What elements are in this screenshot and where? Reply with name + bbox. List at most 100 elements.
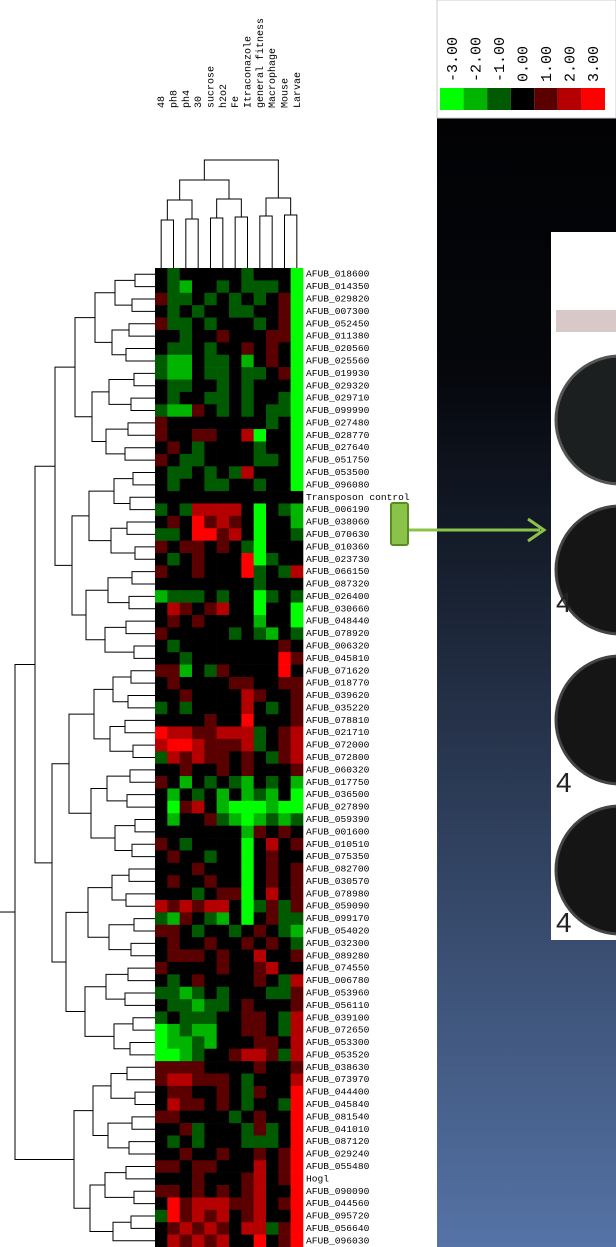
heatmap-cell (291, 318, 304, 331)
heatmap-cell (254, 603, 267, 616)
heatmap-cell (278, 479, 291, 492)
heatmap-cell (241, 1160, 254, 1173)
row-label: AFUB_036500 (306, 789, 370, 800)
row-label: AFUB_007300 (306, 306, 370, 317)
heatmap-cell (241, 1111, 254, 1124)
heatmap-cell (254, 900, 267, 913)
heatmap-cell (254, 565, 267, 578)
heatmap-cell (278, 838, 291, 851)
row-label: AFUB_001600 (306, 826, 370, 837)
heatmap-cell (241, 355, 254, 368)
heatmap-cell (155, 801, 168, 814)
heatmap-cell (266, 268, 279, 281)
column-label: Mouse (281, 78, 292, 108)
heatmap-cell (192, 888, 205, 901)
heatmap-cell (278, 1086, 291, 1099)
heatmap-cell (155, 863, 168, 876)
heatmap-cell (291, 751, 304, 764)
heatmap-cell (167, 355, 180, 368)
heatmap-cell (217, 441, 230, 454)
heatmap-cell (229, 714, 242, 727)
heatmap-cell (204, 342, 217, 355)
heatmap-cell (167, 962, 180, 975)
heatmap-cell (217, 293, 230, 306)
heatmap-cell (217, 1148, 230, 1161)
heatmap-cell (217, 392, 230, 405)
heatmap-cell (254, 441, 267, 454)
dendrogram-branch (135, 274, 155, 286)
row-label: AFUB_006780 (306, 975, 370, 986)
row-label: AFUB_048440 (306, 616, 370, 627)
heatmap-cell (291, 925, 304, 938)
row-label: AFUB_038060 (306, 517, 370, 528)
dendrogram-branch (217, 199, 242, 218)
row-label: AFUB_029820 (306, 294, 370, 305)
row-label: AFUB_074550 (306, 963, 370, 974)
heatmap-cell (217, 615, 230, 628)
heatmap-cell (241, 962, 254, 975)
heatmap-cell (204, 640, 217, 653)
heatmap-cell (266, 801, 279, 814)
heatmap-cell (155, 665, 168, 678)
heatmap-cell (278, 503, 291, 516)
heatmap-cell (229, 751, 242, 764)
heatmap-cell (180, 702, 193, 715)
heatmap-cell (217, 479, 230, 492)
heatmap-cell (217, 380, 230, 393)
heatmap-cell (278, 987, 291, 1000)
heatmap-cell (291, 838, 304, 851)
heatmap-cell (180, 739, 193, 752)
heatmap-cell (192, 702, 205, 715)
heatmap-cell (180, 466, 193, 479)
heatmap-cell (167, 590, 180, 603)
heatmap-cell (180, 342, 193, 355)
heatmap-cell (204, 627, 217, 640)
heatmap-cell (254, 615, 267, 628)
heatmap-cell (192, 727, 205, 740)
heatmap-cell (155, 714, 168, 727)
heatmap-cell (229, 417, 242, 430)
dendrogram-branch (85, 987, 114, 1037)
heatmap-cell (167, 677, 180, 690)
heatmap-cell (155, 392, 168, 405)
legend-swatch (581, 88, 605, 110)
row-label: AFUB_066150 (306, 566, 370, 577)
heatmap-cell (204, 1222, 217, 1235)
heatmap-cell (155, 875, 168, 888)
heatmap-cell (167, 764, 180, 777)
heatmap-cell (155, 516, 168, 529)
heatmap-cell (266, 1061, 279, 1074)
heatmap-cell (192, 417, 205, 430)
heatmap-cell (229, 541, 242, 554)
heatmap-cell (180, 491, 193, 504)
heatmap-cell (291, 479, 304, 492)
heatmap-cell (241, 441, 254, 454)
heatmap-cell (266, 912, 279, 925)
heatmap-cell (241, 987, 254, 1000)
heatmap-cell (241, 813, 254, 826)
heatmap-cell (266, 380, 279, 393)
heatmap-cell (278, 330, 291, 343)
heatmap-cell (266, 640, 279, 653)
heatmap-cell (180, 838, 193, 851)
heatmap-cell (266, 318, 279, 331)
heatmap-cell (229, 950, 242, 963)
row-label: AFUB_096030 (306, 1235, 370, 1246)
heatmap-cell (241, 293, 254, 306)
heatmap-cell (241, 404, 254, 417)
heatmap-cell (192, 367, 205, 380)
heatmap-cell (241, 937, 254, 950)
heatmap-cell (192, 751, 205, 764)
heatmap-cell (180, 788, 193, 801)
heatmap-cell (167, 280, 180, 293)
heatmap-cell (241, 677, 254, 690)
heatmap-cell (266, 1012, 279, 1025)
legend-swatch (511, 88, 535, 110)
dendrogram-branch (133, 472, 155, 484)
heatmap-cell (229, 615, 242, 628)
dendrogram-branch (130, 1043, 155, 1055)
dendrogram-branch (134, 1191, 155, 1203)
heatmap-cell (291, 1123, 304, 1136)
dendrogram-branch (128, 968, 155, 980)
heatmap-cell (266, 665, 279, 678)
